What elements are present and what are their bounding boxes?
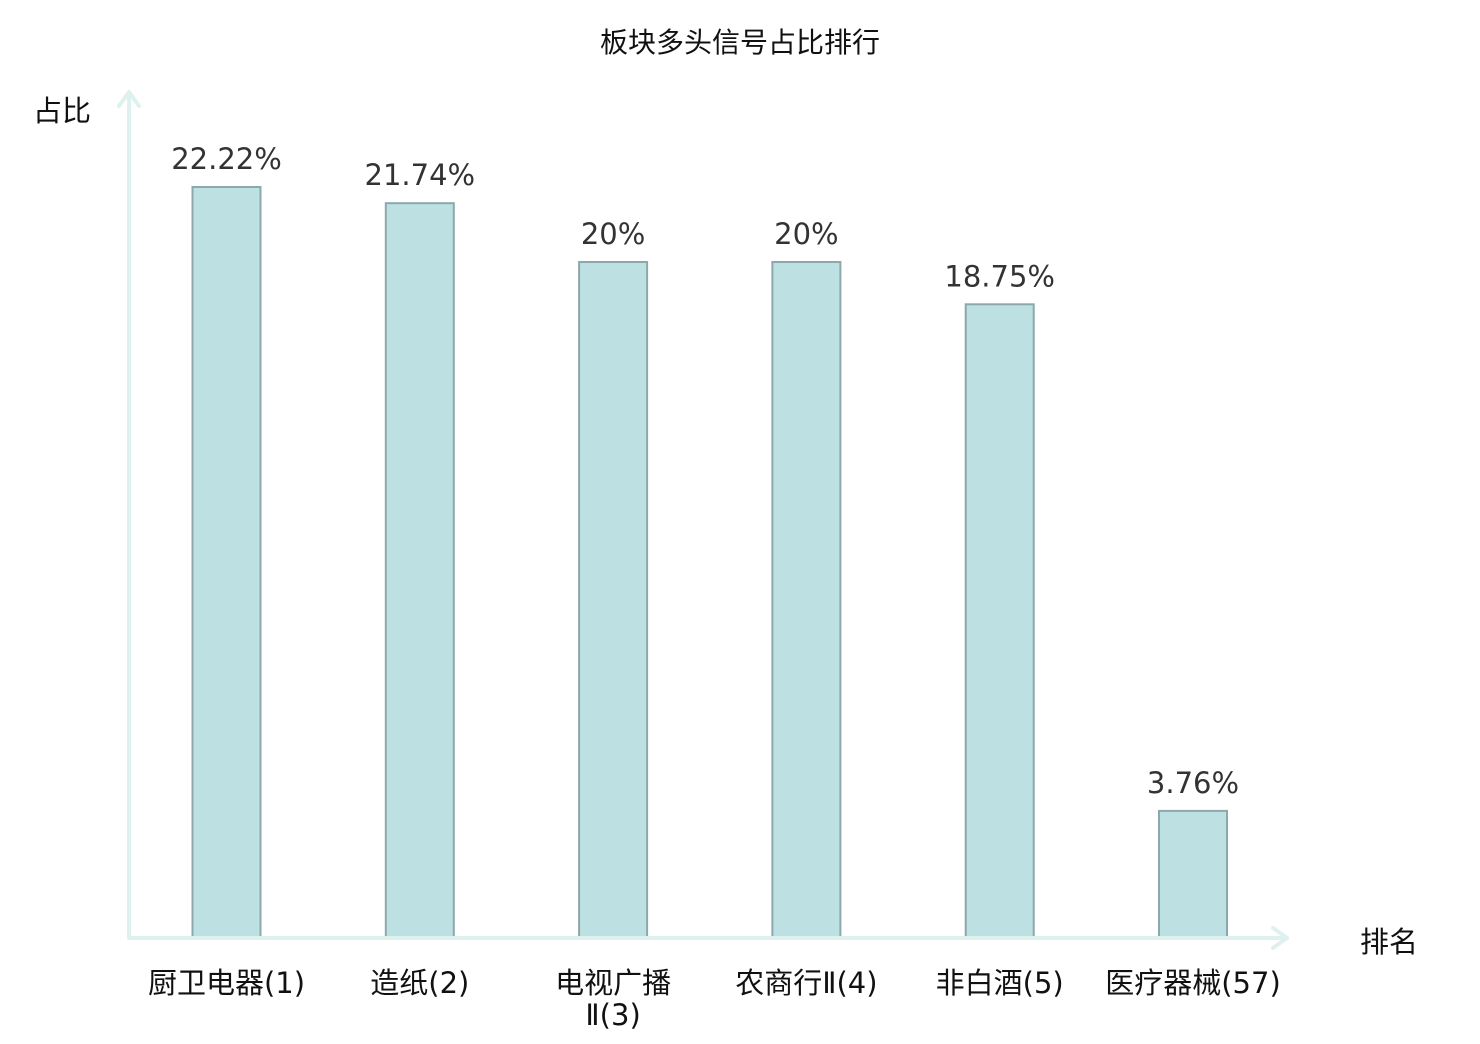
bar-6: [1158, 809, 1228, 940]
value-label-5: 18.75%: [944, 259, 1055, 293]
value-label-6: 3.76%: [1147, 766, 1239, 800]
axes-layer: [117, 90, 1289, 950]
labels-layer: 22.22% 厨卫电器(1) 21.74% 造纸(2) 20% 电视广播 Ⅱ(3) 20% 农商…: [148, 142, 1281, 1032]
bar-1: [191, 186, 262, 939]
value-label-1: 22.22%: [171, 142, 282, 176]
category-label-3: 电视广播 Ⅱ(3): [555, 966, 671, 1032]
x-axis-title: 排名: [1360, 925, 1418, 959]
chart-title: 板块多头信号占比排行: [600, 26, 880, 59]
category-label-4: 农商行Ⅱ(4): [735, 966, 877, 1000]
bar-4: [771, 261, 842, 939]
bars-layer: [191, 186, 1228, 940]
category-label-2: 造纸(2): [370, 966, 469, 1000]
x-axis-arrow: [1271, 926, 1289, 950]
value-label-3: 20%: [581, 217, 645, 251]
value-label-2: 21.74%: [365, 158, 476, 192]
category-label-5: 非白酒(5): [936, 966, 1064, 1000]
category-label-6: 医疗器械(57): [1105, 966, 1281, 1000]
y-axis-title: 占比: [33, 94, 91, 128]
bar-3: [578, 261, 649, 939]
category-label-1: 厨卫电器(1): [148, 966, 305, 1000]
bar-2: [384, 202, 455, 939]
y-axis-arrow: [117, 90, 141, 108]
value-label-4: 20%: [774, 217, 838, 251]
bar-5: [964, 303, 1035, 940]
